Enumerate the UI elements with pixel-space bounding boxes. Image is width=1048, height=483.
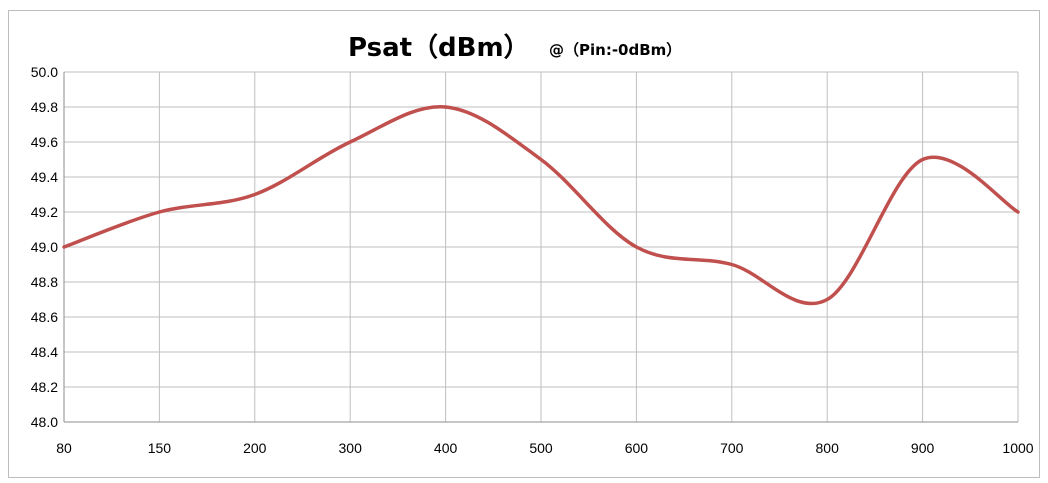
y-tick-label: 49.0 — [31, 239, 58, 255]
chart-title: Psat（dBm） — [348, 33, 530, 63]
x-tick-label: 200 — [243, 440, 267, 456]
y-axis-ticks: 50.0 49.8 49.6 49.4 49.2 49.0 48.8 48.6 48.4 48.2… — [31, 64, 58, 430]
y-tick-label: 48.6 — [31, 309, 58, 325]
y-tick-label: 49.8 — [31, 99, 58, 115]
y-tick-label: 48.4 — [31, 344, 58, 360]
y-tick-label: 49.6 — [31, 134, 58, 150]
series-line — [62, 105, 1020, 306]
x-axis-ticks: 80 150 200 300 400 500 600 700 800 900 1000 — [56, 440, 1034, 456]
x-tick-label: 1000 — [1002, 440, 1033, 456]
x-tick-label: 300 — [339, 440, 363, 456]
x-tick-label: 600 — [625, 440, 649, 456]
x-tick-label: 900 — [911, 440, 935, 456]
grid-lines — [63, 71, 1019, 423]
x-tick-label: 150 — [148, 440, 172, 456]
x-tick-label: 400 — [434, 440, 458, 456]
chart-subtitle: @（Pin:-0dBm） — [549, 41, 681, 59]
y-tick-label: 50.0 — [31, 64, 58, 80]
x-tick-label: 500 — [529, 440, 553, 456]
x-tick-label: 700 — [720, 440, 744, 456]
x-tick-label: 800 — [816, 440, 840, 456]
x-tick-label: 80 — [56, 440, 72, 456]
y-tick-label: 48.0 — [31, 414, 58, 430]
y-tick-label: 48.2 — [31, 379, 58, 395]
y-tick-label: 49.4 — [31, 169, 58, 185]
series-layer — [62, 105, 1020, 306]
y-tick-label: 48.8 — [31, 274, 58, 290]
y-tick-label: 49.2 — [31, 204, 58, 220]
